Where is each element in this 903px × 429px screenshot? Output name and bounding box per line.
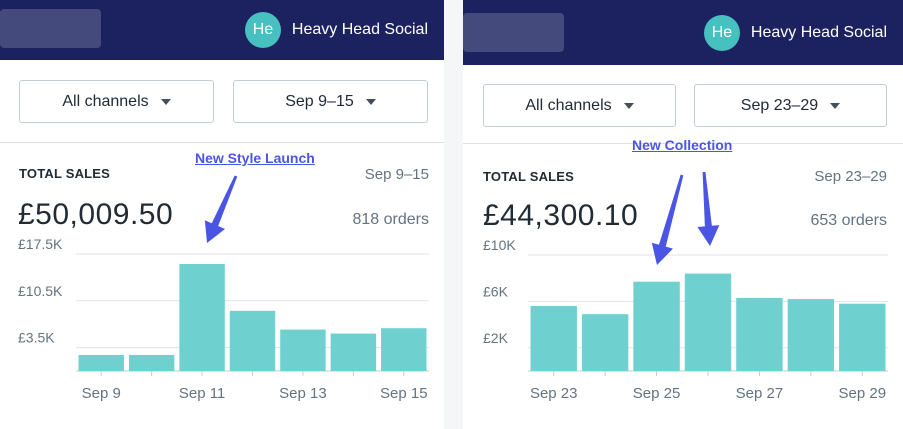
channel-select[interactable]: All channels: [483, 84, 676, 127]
total-sales-amount: £50,009.50: [18, 198, 174, 231]
bar-sep-29: [839, 303, 886, 371]
filter-row: All channels Sep 23–29: [463, 65, 903, 144]
annotation-arrow-icon: [651, 174, 684, 265]
x-tick-label: Sep 29: [839, 385, 887, 402]
annotation-arrow-icon: [204, 175, 238, 243]
caret-down-icon: [623, 102, 634, 109]
x-tick-label: Sep 23: [530, 385, 578, 402]
bar-sep-23: [530, 306, 577, 371]
bar-sep-24: [581, 314, 629, 371]
filter-row: All channels Sep 9–15: [0, 60, 444, 143]
y-tick-label: £17.5K: [18, 236, 63, 252]
annotation-arrow-icon: [697, 171, 720, 246]
total-sales-label: TOTAL SALES: [19, 166, 111, 181]
date-range-select[interactable]: Sep 23–29: [694, 84, 887, 127]
sales-bar-chart: £2K £6K £10K Sep 23 Sep 25 Sep 27 Sep 29: [483, 171, 888, 402]
store-avatar: He: [703, 15, 740, 51]
search-bar[interactable]: [463, 13, 564, 52]
bar-sep-14: [330, 333, 377, 371]
y-tick-label: £2K: [483, 330, 509, 346]
y-tick-label: £6K: [483, 283, 509, 299]
store-name: Heavy Head Social: [291, 21, 428, 38]
channel-select[interactable]: All channels: [19, 80, 214, 123]
orders-count: 818 orders: [352, 211, 430, 228]
sales-panel-left: He Heavy Head Social All channels Sep 9–…: [0, 0, 444, 429]
sales-panel-right: He Heavy Head Social All channels Sep 23…: [463, 0, 903, 429]
bar-sep-9: [78, 354, 124, 371]
channel-select-label: All channels: [525, 96, 612, 114]
bar-sep-26: [684, 273, 732, 371]
x-tick-label: Sep 9: [82, 385, 121, 402]
x-tick-label: Sep 11: [179, 385, 225, 402]
caret-down-icon: [160, 98, 171, 105]
bar-sep-11: [179, 264, 225, 371]
date-range-select-label: Sep 23–29: [740, 96, 819, 114]
total-sales-amount: £44,300.10: [483, 199, 639, 232]
bar-sep-27: [736, 297, 783, 371]
panel-gap: [444, 0, 463, 429]
date-range-select[interactable]: Sep 9–15: [233, 80, 428, 123]
x-tick-label: Sep 27: [736, 385, 784, 402]
total-sales-label: TOTAL SALES: [483, 169, 575, 184]
bar-sep-13: [280, 329, 326, 371]
store-switcher[interactable]: He Heavy Head Social: [703, 15, 887, 51]
x-tick-label: Sep 15: [380, 385, 428, 402]
bar-sep-12: [229, 310, 276, 371]
x-tick-label: Sep 25: [633, 385, 681, 402]
top-bar: He Heavy Head Social: [0, 0, 444, 60]
summary-date-range: Sep 23–29: [814, 168, 887, 185]
y-tick-label: £10K: [483, 237, 516, 253]
store-switcher[interactable]: He Heavy Head Social: [244, 12, 428, 48]
orders-count: 653 orders: [810, 212, 888, 229]
x-tick-label: Sep 13: [279, 385, 327, 402]
top-bar: He Heavy Head Social: [463, 0, 903, 65]
store-name: Heavy Head Social: [750, 24, 887, 41]
store-avatar: He: [244, 12, 281, 48]
y-tick-label: £10.5K: [18, 283, 63, 299]
annotation-label: New Style Launch: [195, 150, 315, 166]
channel-select-label: All channels: [62, 92, 149, 110]
y-tick-label: £3.5K: [18, 330, 55, 346]
annotation-label: New Collection: [632, 137, 733, 153]
bar-sep-15: [381, 328, 427, 371]
caret-down-icon: [830, 102, 841, 109]
sales-bar-chart: £3.5K £10.5K £17.5K Sep 9 Sep 11 Sep 13 Sep 15: [18, 175, 429, 402]
date-range-select-label: Sep 9–15: [285, 92, 354, 110]
summary-date-range: Sep 9–15: [364, 166, 429, 183]
search-bar[interactable]: [0, 9, 101, 48]
bar-sep-10: [128, 354, 175, 371]
bar-sep-28: [787, 299, 835, 371]
caret-down-icon: [365, 98, 376, 105]
bar-sep-25: [633, 281, 680, 371]
